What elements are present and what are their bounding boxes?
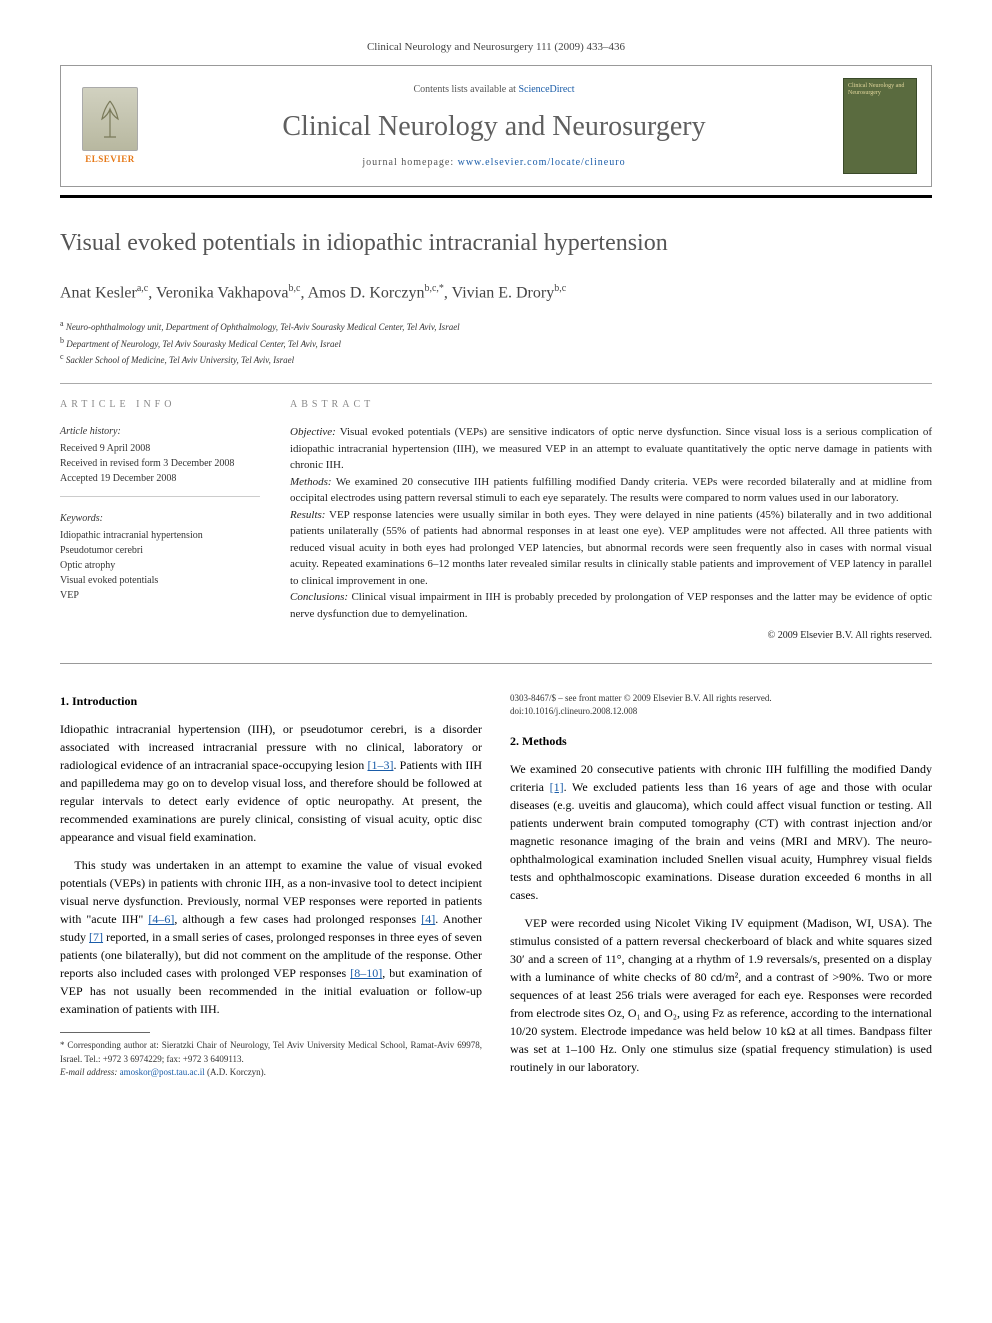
divider	[60, 663, 932, 664]
body-text: 1. Introduction Idiopathic intracranial …	[60, 692, 932, 1090]
keyword: Pseudotumor cerebri	[60, 543, 260, 558]
abs-conclusions-lbl: Conclusions:	[290, 591, 348, 603]
doi: doi:10.1016/j.clineuro.2008.12.008	[510, 705, 932, 718]
footnote-text: Corresponding author at: Sieratzki Chair…	[60, 1040, 482, 1064]
affiliations: a Neuro-ophthalmology unit, Department o…	[60, 318, 932, 367]
paragraph: Idiopathic intracranial hypertension (II…	[60, 720, 482, 846]
running-header: Clinical Neurology and Neurosurgery 111 …	[60, 40, 932, 55]
footnote-separator	[60, 1032, 150, 1033]
sciencedirect-link[interactable]: ScienceDirect	[518, 84, 574, 95]
paragraph: VEP were recorded using Nicolet Viking I…	[510, 914, 932, 1076]
paragraph: We examined 20 consecutive patients with…	[510, 760, 932, 904]
cover-thumb-text: Clinical Neurology and Neurosurgery	[848, 83, 912, 96]
journal-cover-thumb: Clinical Neurology and Neurosurgery	[843, 78, 917, 174]
paragraph: This study was undertaken in an attempt …	[60, 856, 482, 1018]
contents-prefix: Contents lists available at	[413, 84, 518, 95]
section-2-title: 2. Methods	[510, 732, 932, 750]
text-run: , although a few cases had prolonged res…	[174, 912, 421, 926]
divider	[60, 383, 932, 384]
citation-link[interactable]: [1]	[550, 780, 564, 794]
article-info-col: article info Article history: Received 9…	[60, 398, 260, 643]
abs-results-lbl: Results:	[290, 509, 325, 521]
history-line: Accepted 19 December 2008	[60, 471, 260, 486]
keywords-block: Keywords: Idiopathic intracranial hypert…	[60, 511, 260, 613]
email-label: E-mail address:	[60, 1067, 120, 1077]
citation-link[interactable]: [7]	[89, 930, 103, 944]
journal-header-box: ELSEVIER Contents lists available at Sci…	[60, 65, 932, 187]
abs-copyright: © 2009 Elsevier B.V. All rights reserved…	[290, 628, 932, 643]
contents-available: Contents lists available at ScienceDirec…	[159, 83, 829, 97]
citation-link[interactable]: [8–10]	[350, 966, 382, 980]
history-header: Article history:	[60, 424, 260, 439]
keyword: VEP	[60, 588, 260, 603]
journal-title: Clinical Neurology and Neurosurgery	[159, 107, 829, 146]
front-matter: 0303-8467/$ – see front matter © 2009 El…	[510, 692, 932, 705]
elsevier-tree-logo	[82, 87, 138, 151]
homepage-link[interactable]: www.elsevier.com/locate/clineuro	[458, 157, 626, 168]
homepage-prefix: journal homepage:	[362, 157, 457, 168]
abs-conclusions: Clinical visual impairment in IIH is pro…	[290, 591, 932, 620]
abs-methods-lbl: Methods:	[290, 476, 332, 488]
doi-block: 0303-8467/$ – see front matter © 2009 El…	[510, 692, 932, 717]
citation-link[interactable]: [1–3]	[367, 758, 393, 772]
abs-methods: We examined 20 consecutive IIH patients …	[290, 476, 932, 505]
abstract-label: abstract	[290, 398, 932, 412]
email-link[interactable]: amoskor@post.tau.ac.il	[120, 1067, 205, 1077]
history-line: Received in revised form 3 December 2008	[60, 456, 260, 471]
keyword: Visual evoked potentials	[60, 573, 260, 588]
keywords-header: Keywords:	[60, 511, 260, 526]
abstract-text: Objective: Visual evoked potentials (VEP…	[290, 424, 932, 643]
author-list: Anat Keslera,c, Veronika Vakhapovab,c, A…	[60, 282, 932, 305]
meta-abstract-row: article info Article history: Received 9…	[60, 398, 932, 643]
keyword: Optic atrophy	[60, 558, 260, 573]
abstract-col: abstract Objective: Visual evoked potent…	[290, 398, 932, 643]
article-history: Article history: Received 9 April 2008 R…	[60, 424, 260, 497]
elsevier-label: ELSEVIER	[85, 153, 135, 166]
journal-homepage: journal homepage: www.elsevier.com/locat…	[159, 156, 829, 170]
section-1-title: 1. Introduction	[60, 692, 482, 710]
citation-link[interactable]: [4]	[421, 912, 435, 926]
keyword: Idiopathic intracranial hypertension	[60, 528, 260, 543]
email-who: (A.D. Korczyn).	[205, 1067, 266, 1077]
article-info-label: article info	[60, 398, 260, 412]
article-title: Visual evoked potentials in idiopathic i…	[60, 228, 932, 259]
text-run: . We excluded patients less than 16 year…	[510, 780, 932, 902]
abs-objective-lbl: Objective:	[290, 426, 336, 438]
citation-link[interactable]: [4–6]	[148, 912, 174, 926]
abs-results: VEP response latencies were usually simi…	[290, 509, 932, 587]
abs-objective: Visual evoked potentials (VEPs) are sens…	[290, 426, 932, 471]
publisher-block: ELSEVIER	[75, 87, 145, 166]
corresponding-footnote: * Corresponding author at: Sieratzki Cha…	[60, 1039, 482, 1080]
history-line: Received 9 April 2008	[60, 441, 260, 456]
header-rule	[60, 195, 932, 198]
